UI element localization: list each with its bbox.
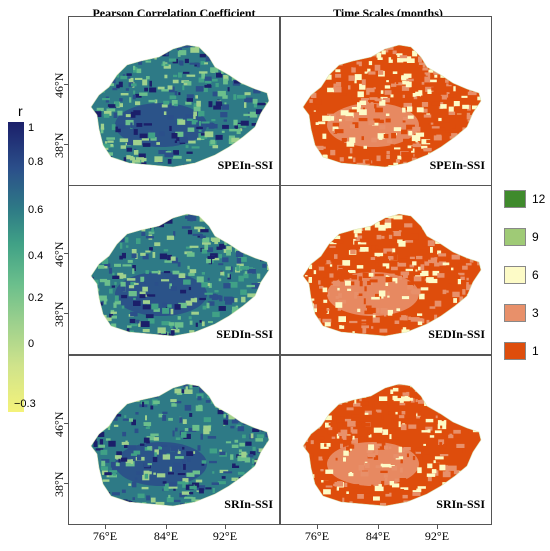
- latitude-tick-label: 38°N: [52, 471, 66, 497]
- timescale-map: [302, 383, 482, 507]
- colorbar-tick-label: 0: [28, 338, 35, 350]
- panel-label: SRIn-SSI: [224, 497, 273, 511]
- latitude-tick-mark: [64, 144, 68, 145]
- latitude-tick-label: 46°N: [52, 411, 66, 437]
- colorbar-tick-label: 0.2: [28, 292, 44, 304]
- correlation-panel-1: SPEIn-SSI: [68, 16, 280, 186]
- latitude-tick-label: 38°N: [52, 301, 66, 327]
- colorbar-tick-label: 1: [28, 122, 35, 134]
- panel-label: SPEIn-SSI: [217, 158, 273, 172]
- panel-label: SEDIn-SSI: [428, 327, 485, 341]
- correlation-map: [90, 383, 270, 507]
- timescale-map: [302, 44, 482, 168]
- legend-label: 1: [532, 344, 539, 358]
- latitude-tick-label: 46°N: [52, 72, 66, 98]
- legend-label: 6: [532, 268, 539, 282]
- panel-label: SEDIn-SSI: [216, 327, 273, 341]
- legend-label: 9: [532, 230, 539, 244]
- longitude-tick-mark: [166, 525, 167, 529]
- panel-label: SPEIn-SSI: [429, 158, 485, 172]
- colorbar-tick-label: 0.8: [28, 156, 44, 168]
- legend-swatch: [504, 266, 526, 284]
- longitude-tick-label: 84°E: [365, 529, 391, 543]
- legend-swatch: [504, 342, 526, 360]
- latitude-tick-mark: [64, 423, 68, 424]
- longitude-tick-mark: [105, 525, 106, 529]
- latitude-tick-mark: [64, 483, 68, 484]
- panel-label: SRIn-SSI: [436, 497, 485, 511]
- correlation-map: [90, 213, 270, 337]
- longitude-tick-label: 84°E: [153, 529, 179, 543]
- legend-label: 12: [532, 192, 546, 206]
- longitude-tick-label: 76°E: [92, 529, 118, 543]
- legend-label: 3: [532, 306, 539, 320]
- longitude-tick-mark: [317, 525, 318, 529]
- longitude-tick-label: 92°E: [424, 529, 450, 543]
- colorbar-title: r: [18, 103, 23, 119]
- colorbar-tick-label: −0.3: [14, 398, 36, 410]
- correlation-panel-2: SEDIn-SSI: [68, 185, 280, 355]
- legend-swatch: [504, 190, 526, 208]
- colorbar-tick-label: 0.6: [28, 204, 44, 216]
- latitude-tick-mark: [64, 84, 68, 85]
- timescale-map: [302, 213, 482, 337]
- correlation-map: [90, 44, 270, 168]
- timescale-panel-3: SRIn-SSI: [280, 355, 492, 525]
- longitude-tick-label: 76°E: [304, 529, 330, 543]
- colorbar: [8, 122, 24, 412]
- correlation-panel-3: SRIn-SSI: [68, 355, 280, 525]
- legend-swatch: [504, 228, 526, 246]
- latitude-tick-label: 38°N: [52, 132, 66, 158]
- timescale-panel-1: SPEIn-SSI: [280, 16, 492, 186]
- latitude-tick-label: 46°N: [52, 241, 66, 267]
- longitude-tick-mark: [437, 525, 438, 529]
- longitude-tick-mark: [225, 525, 226, 529]
- latitude-tick-mark: [64, 253, 68, 254]
- longitude-tick-label: 92°E: [212, 529, 238, 543]
- colorbar-tick-label: 0.4: [28, 250, 44, 262]
- longitude-tick-mark: [378, 525, 379, 529]
- legend-swatch: [504, 304, 526, 322]
- timescale-panel-2: SEDIn-SSI: [280, 185, 492, 355]
- latitude-tick-mark: [64, 313, 68, 314]
